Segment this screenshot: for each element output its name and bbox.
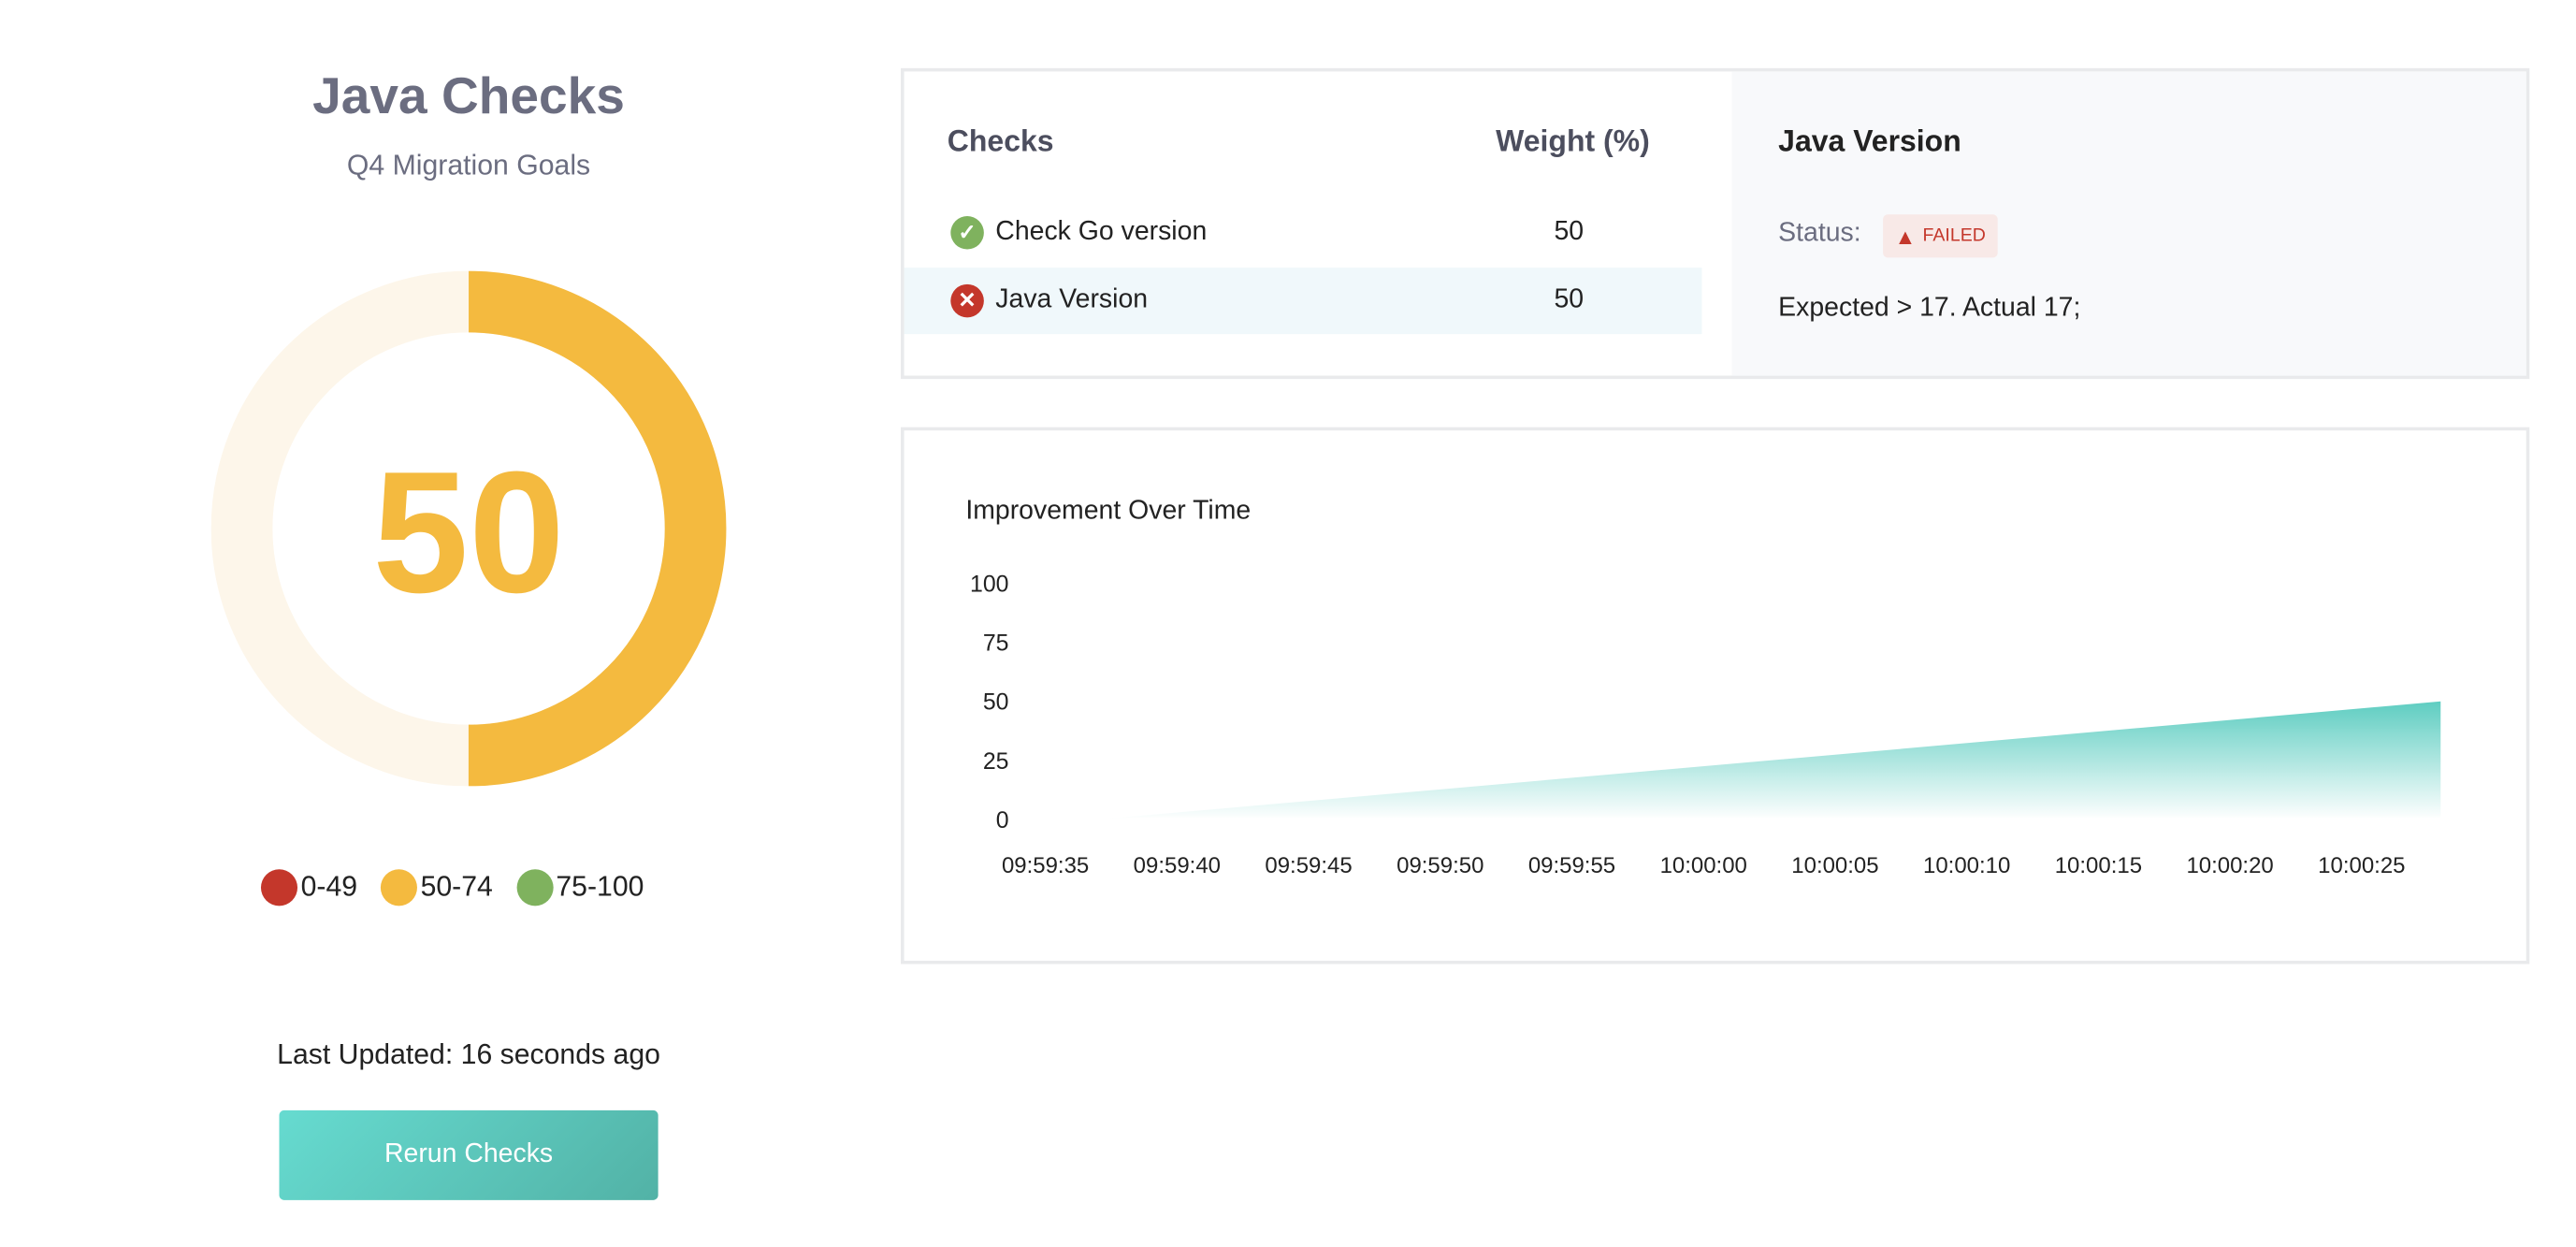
status-label: Status: <box>1778 219 1861 248</box>
y-tick-label: 0 <box>996 807 1009 834</box>
legend-label: 0-49 <box>300 871 358 903</box>
x-circle-icon: ✕ <box>950 283 984 318</box>
score-legend: 0-49 50-74 75-100 <box>260 869 644 906</box>
detail-message: Expected > 17. Actual 17; <box>1778 294 2081 323</box>
x-tick-label: 09:59:45 <box>1265 853 1352 878</box>
score-value: 50 <box>372 437 565 631</box>
score-gauge <box>210 270 727 787</box>
check-weight: 50 <box>1554 285 1585 314</box>
chart-title: Improvement Over Time <box>965 497 1252 526</box>
x-tick-label: 10:00:05 <box>1791 853 1878 878</box>
check-row-go-version[interactable]: ✓ Check Go version 50 <box>904 199 1702 266</box>
page-title: Java Checks <box>312 66 625 125</box>
status-badge-text: FAILED <box>1922 225 1986 246</box>
gauge-fill <box>210 270 727 787</box>
x-tick-label: 09:59:40 <box>1134 853 1221 878</box>
rerun-checks-button[interactable]: Rerun Checks <box>279 1109 658 1200</box>
legend-label: 50-74 <box>420 871 493 903</box>
check-name: Java Version <box>995 285 1149 314</box>
legend-item-mid: 50-74 <box>380 869 493 906</box>
y-tick-label: 25 <box>983 748 1009 775</box>
legend-item-low: 0-49 <box>260 869 358 906</box>
x-tick-label: 09:59:55 <box>1528 853 1615 878</box>
x-tick-label: 09:59:35 <box>1002 853 1089 878</box>
check-circle-icon: ✓ <box>950 215 984 250</box>
check-weight: 50 <box>1554 217 1585 246</box>
y-tick-label: 50 <box>983 689 1009 716</box>
x-tick-label: 10:00:10 <box>1923 853 2010 878</box>
x-tick-label: 10:00:00 <box>1660 853 1747 878</box>
checks-panel: Checks Weight (%) ✓ Check Go version 50 … <box>901 67 2530 380</box>
legend-dot-icon <box>260 869 298 906</box>
x-tick-label: 10:00:25 <box>2318 853 2405 878</box>
detail-title: Java Version <box>1778 124 1961 158</box>
weight-header: Weight (%) <box>1496 124 1650 158</box>
x-tick-label: 09:59:50 <box>1397 853 1483 878</box>
improvement-chart: 100 75 50 25 0 09:59:35 09:59:40 09:59:45 09:59:… <box>970 572 2441 878</box>
status-badge: ▲ FAILED <box>1883 214 1998 258</box>
last-updated: Last Updated: 16 seconds ago <box>277 1038 660 1071</box>
check-row-java-version[interactable]: ✕ Java Version 50 <box>904 268 1702 335</box>
warning-icon: ▲ <box>1894 223 1917 249</box>
check-detail: Java Version Status: ▲ FAILED Expected > … <box>1731 71 2526 376</box>
legend-item-high: 75-100 <box>515 869 644 906</box>
x-tick-label: 10:00:15 <box>2055 853 2142 878</box>
page-subtitle: Q4 Migration Goals <box>346 149 591 181</box>
legend-dot-icon <box>380 869 418 906</box>
x-tick-label: 10:00:20 <box>2186 853 2273 878</box>
series-area <box>1097 701 2441 819</box>
y-tick-label: 75 <box>983 631 1009 657</box>
check-name: Check Go version <box>995 217 1208 246</box>
y-tick-label: 100 <box>970 572 1008 598</box>
checks-header: Checks <box>947 124 1054 158</box>
chart-panel: Improvement Over Time 100 75 50 25 0 09:59:35… <box>901 427 2530 964</box>
legend-label: 75-100 <box>556 871 644 903</box>
legend-dot-icon <box>515 869 553 906</box>
